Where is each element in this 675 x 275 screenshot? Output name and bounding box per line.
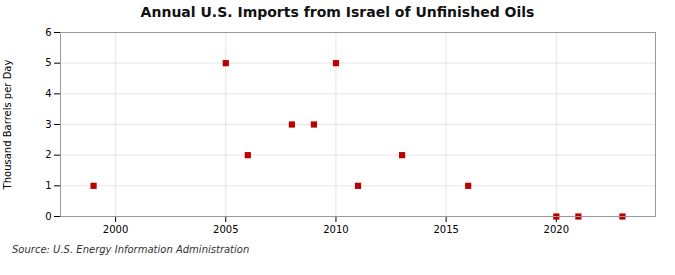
- svg-text:1: 1: [45, 180, 51, 191]
- html-text:Source: U.S. Energy Informatio: Source: U.S. Energy Information Administ…: [12, 244, 250, 255]
- svg-text:2005: 2005: [213, 224, 238, 235]
- svg-text:3: 3: [45, 119, 51, 130]
- svg-text:6: 6: [45, 27, 51, 38]
- svg-text:4: 4: [45, 88, 51, 99]
- svg-text:5: 5: [45, 57, 51, 68]
- html-text:Annual U.S. Imports from Israe: Annual U.S. Imports from Israel of Unfin…: [140, 4, 535, 20]
- svg-text:0: 0: [45, 211, 51, 222]
- svg-text:2010: 2010: [323, 224, 348, 235]
- svg-text:2015: 2015: [433, 224, 458, 235]
- svg-text:2020: 2020: [544, 224, 569, 235]
- svg-text:2000: 2000: [103, 224, 128, 235]
- svg-text:2: 2: [45, 149, 51, 160]
- svg-text:Thousand Barrels per Day: Thousand Barrels per Day: [2, 60, 13, 191]
